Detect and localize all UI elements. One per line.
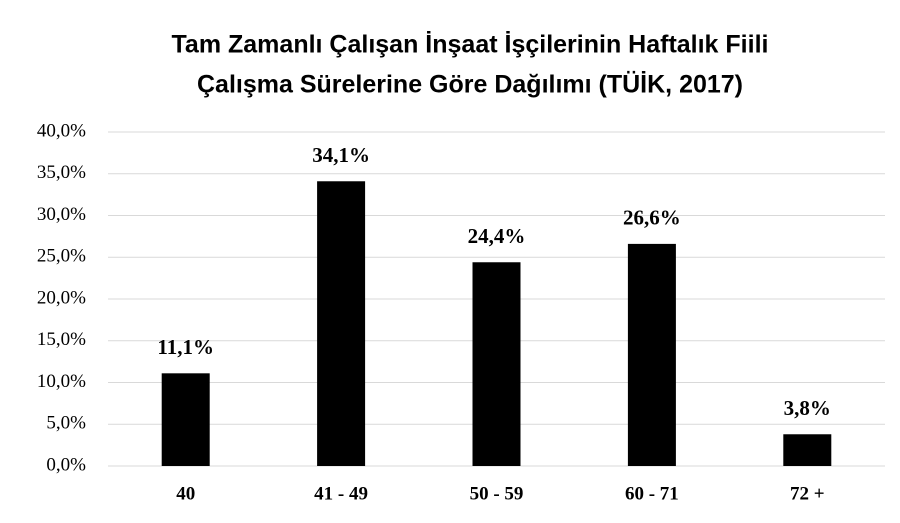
- x-tick-label: 72 +: [790, 483, 825, 504]
- y-tick-label: 25,0%: [37, 246, 86, 267]
- y-tick-label: 40,0%: [37, 120, 86, 141]
- y-tick-label: 30,0%: [37, 204, 86, 225]
- x-tick-label: 60 - 71: [625, 483, 679, 504]
- x-tick-label: 50 - 59: [470, 483, 524, 504]
- data-label: 34,1%: [312, 143, 370, 167]
- data-label: 11,1%: [157, 335, 214, 359]
- x-tick-label: 40: [176, 483, 195, 504]
- y-tick-label: 20,0%: [37, 287, 86, 308]
- bar: [472, 262, 521, 466]
- data-label: 3,8%: [784, 396, 831, 420]
- y-tick-label: 15,0%: [37, 329, 86, 350]
- y-tick-label: 35,0%: [37, 162, 86, 183]
- chart-title: Çalışma Sürelerine Göre Dağılımı (TÜİK, …: [197, 70, 743, 99]
- x-tick-label: 41 - 49: [314, 483, 368, 504]
- y-tick-label: 10,0%: [37, 371, 86, 392]
- y-tick-label: 5,0%: [46, 413, 86, 434]
- data-label: 24,4%: [468, 224, 526, 248]
- bar: [161, 373, 210, 466]
- data-label: 26,6%: [623, 206, 681, 230]
- y-tick-label: 0,0%: [46, 454, 86, 475]
- bar: [317, 181, 366, 466]
- bar: [783, 434, 832, 466]
- chart-title: Tam Zamanlı Çalışan İnşaat İşçilerinin H…: [172, 31, 769, 59]
- bar: [627, 243, 676, 466]
